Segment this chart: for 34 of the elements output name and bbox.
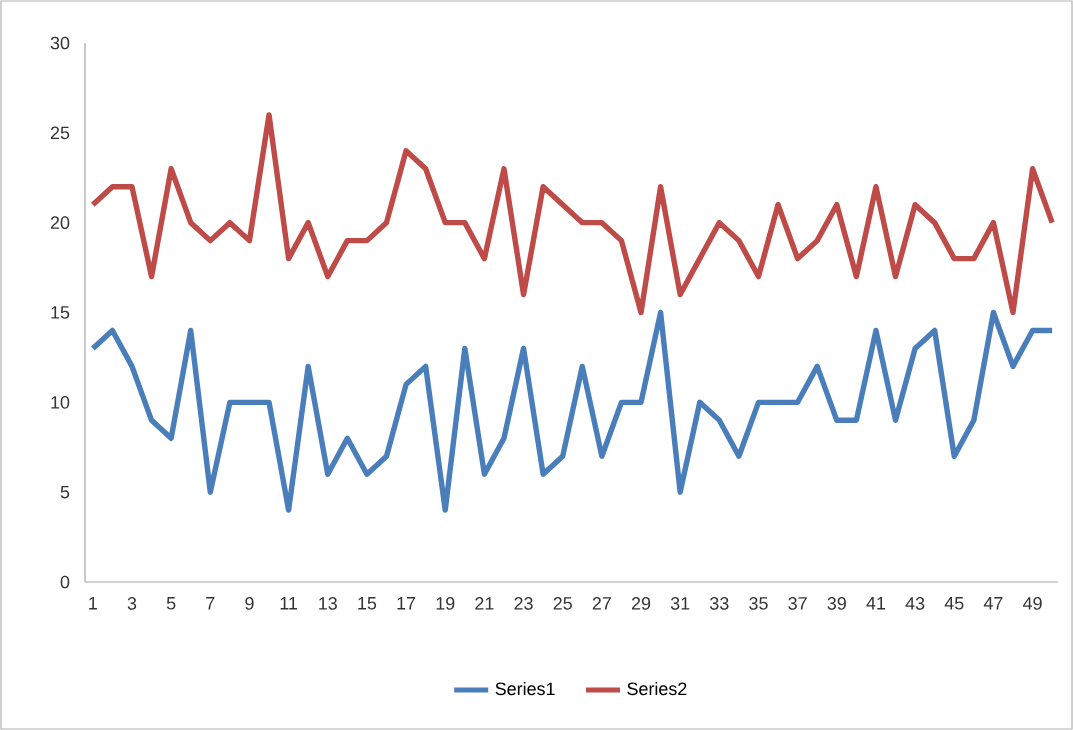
x-tick-label: 19 xyxy=(436,597,455,610)
x-tick-label: 49 xyxy=(1023,597,1042,610)
x-tick-label: 9 xyxy=(245,597,254,610)
y-tick-label: 5 xyxy=(60,485,70,499)
x-tick-label: 39 xyxy=(827,597,846,610)
x-tick-label: 13 xyxy=(319,597,337,610)
y-tick-label: 25 xyxy=(50,126,70,140)
x-tick-label: 47 xyxy=(983,597,1003,610)
x-tick-label: 45 xyxy=(944,597,964,610)
x-tick-label: 23 xyxy=(514,597,533,610)
x-tick-label: 15 xyxy=(358,597,377,610)
x-tick-label: 29 xyxy=(631,597,651,610)
x-tick-label: 11 xyxy=(280,597,298,610)
x-tick-label: 37 xyxy=(788,597,807,610)
legend-label: Series1 xyxy=(495,681,555,696)
x-tick-label: 21 xyxy=(475,597,494,610)
x-tick-label: 33 xyxy=(710,597,729,610)
x-tick-label: 25 xyxy=(553,597,572,610)
y-tick-label: 20 xyxy=(50,216,70,230)
y-tick-label: 15 xyxy=(51,306,70,319)
x-tick-label: 41 xyxy=(866,597,886,610)
x-tick-label: 35 xyxy=(749,597,768,610)
y-tick-label: 30 xyxy=(50,36,70,50)
y-tick-label: 0 xyxy=(60,575,70,589)
x-tick-label: 31 xyxy=(670,597,690,610)
x-tick-label: 7 xyxy=(206,597,215,610)
x-tick-label: 43 xyxy=(905,597,925,610)
x-tick-label: 27 xyxy=(592,597,611,610)
legend-label: Series2 xyxy=(627,681,687,696)
x-tick-label: 1 xyxy=(89,597,97,610)
x-tick-label: 3 xyxy=(127,597,137,610)
x-tick-label: 17 xyxy=(397,597,416,610)
x-tick-label: 5 xyxy=(166,597,176,610)
y-tick-label: 10 xyxy=(51,395,70,409)
